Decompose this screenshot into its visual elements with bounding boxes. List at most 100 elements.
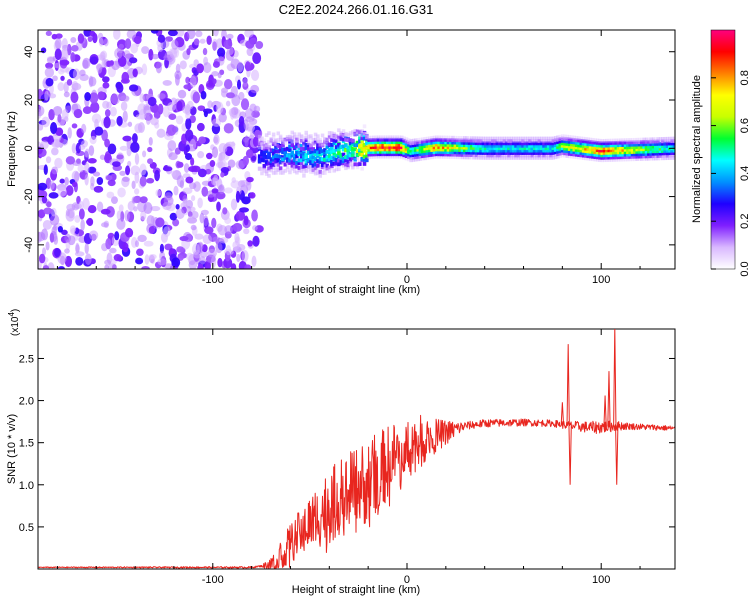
signal-cell [572, 154, 577, 159]
signal-cell [483, 141, 488, 146]
noise-blob [147, 96, 157, 107]
signal-cell [661, 141, 665, 146]
signal-cell [323, 151, 327, 156]
signal-cell [549, 146, 553, 151]
signal-cell [672, 139, 675, 143]
signal-cell [579, 138, 584, 143]
signal-cell [302, 143, 306, 148]
signal-cell [383, 149, 388, 154]
signal-cell [598, 153, 602, 158]
signal-cell [367, 147, 371, 152]
signal-cell [407, 155, 411, 159]
signal-cell [274, 156, 278, 160]
signal-cell [626, 140, 630, 145]
signal-cell [355, 162, 360, 167]
signal-cell [379, 142, 383, 147]
signal-cell [295, 160, 299, 165]
signal-cell [469, 138, 474, 143]
signal-cell [455, 143, 460, 148]
signal-cell [553, 140, 558, 145]
noise-blob [215, 241, 223, 254]
signal-cell [495, 141, 500, 146]
signal-cell [327, 157, 332, 162]
signal-cell [479, 143, 483, 148]
noise-blob [57, 114, 62, 123]
snr-ylabel: SNR (10 * v/v) [6, 414, 18, 484]
signal-cell [374, 154, 378, 159]
signal-cell [425, 143, 430, 148]
signal-cell [528, 155, 532, 160]
signal-cell [616, 140, 621, 145]
signal-cell [504, 153, 509, 158]
signal-cell [379, 149, 383, 154]
signal-cell [628, 147, 632, 152]
signal-cell [409, 141, 413, 146]
signal-cell [274, 154, 278, 158]
signal-cell [642, 144, 646, 149]
noise-blob [128, 84, 139, 92]
noise-blob [84, 243, 89, 255]
signal-cell [537, 153, 542, 158]
signal-cell [435, 152, 439, 157]
noise-blob [134, 240, 139, 248]
noise-blob [229, 108, 235, 120]
signal-cell [397, 149, 402, 154]
signal-cell [630, 152, 635, 157]
signal-cell [309, 164, 313, 168]
signal-cell [535, 155, 539, 160]
noise-blob [126, 30, 137, 39]
signal-cell [588, 147, 593, 152]
signal-cell [649, 139, 653, 144]
signal-cell [586, 137, 590, 142]
signal-cell [539, 153, 544, 158]
signal-cell [656, 154, 660, 158]
signal-cell [514, 139, 518, 143]
signal-cell [442, 154, 446, 159]
signal-cell [616, 145, 621, 150]
noise-blob [105, 175, 113, 181]
signal-cell [544, 148, 549, 153]
signal-cell [374, 152, 378, 157]
signal-cell [299, 144, 304, 148]
signal-cell [661, 149, 665, 153]
signal-cell [311, 159, 315, 164]
signal-cell [656, 146, 660, 151]
signal-cell [304, 133, 309, 138]
signal-cell [640, 142, 644, 147]
signal-cell [320, 165, 325, 169]
signal-cell [381, 152, 385, 157]
signal-cell [523, 148, 528, 153]
signal-cell [626, 157, 630, 162]
signal-cell [421, 149, 425, 154]
noise-blob [195, 30, 203, 38]
signal-cell [320, 171, 325, 175]
signal-cell [444, 147, 448, 152]
signal-cell [488, 153, 493, 158]
snr-ytick-label: 1.5 [19, 438, 34, 450]
signal-cell [386, 147, 390, 152]
signal-cell [584, 149, 588, 153]
signal-cell [535, 139, 539, 143]
signal-cell [537, 148, 542, 153]
noise-blob [192, 91, 201, 104]
noise-blob [224, 225, 233, 235]
signal-cell [472, 155, 476, 160]
signal-cell [658, 146, 663, 151]
signal-cell [302, 173, 306, 178]
noise-blob [104, 264, 109, 269]
noise-blob [144, 254, 150, 265]
signal-cell [274, 162, 278, 166]
noise-blob [191, 195, 196, 202]
noise-blob [217, 257, 223, 268]
noise-blob [113, 30, 121, 40]
signal-cell [383, 152, 388, 157]
noise-blob [118, 43, 125, 49]
signal-cell [313, 132, 318, 137]
signal-cell [390, 135, 395, 140]
signal-cell [586, 147, 590, 151]
signal-cell [579, 141, 584, 146]
signal-cell [437, 137, 441, 142]
signal-cell [330, 146, 334, 151]
signal-cell [369, 152, 374, 157]
snr-ytick-label: 1.0 [19, 480, 34, 492]
